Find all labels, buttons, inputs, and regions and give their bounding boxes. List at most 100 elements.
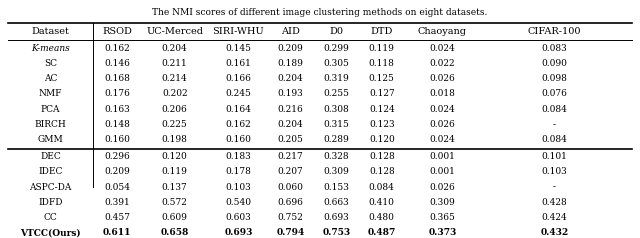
Text: 0.176: 0.176 [104,89,131,99]
Text: 0.204: 0.204 [278,120,303,129]
Text: 0.162: 0.162 [225,120,252,129]
Text: 0.603: 0.603 [225,213,252,222]
Text: 0.160: 0.160 [225,135,252,144]
Text: 0.123: 0.123 [369,120,395,129]
Text: NMF: NMF [38,89,62,99]
Text: 0.289: 0.289 [324,135,349,144]
Text: 0.164: 0.164 [225,105,252,114]
Text: 0.166: 0.166 [225,74,252,83]
Text: 0.146: 0.146 [104,59,131,68]
Text: 0.205: 0.205 [278,135,303,144]
Text: 0.083: 0.083 [541,44,568,53]
Text: 0.178: 0.178 [225,167,252,176]
Text: 0.119: 0.119 [369,44,395,53]
Text: 0.305: 0.305 [324,59,349,68]
Text: 0.128: 0.128 [369,167,395,176]
Text: 0.026: 0.026 [429,120,455,129]
Text: 0.001: 0.001 [429,167,455,176]
Text: -: - [553,120,556,129]
Text: 0.611: 0.611 [103,228,132,237]
Text: AID: AID [281,27,300,36]
Text: 0.202: 0.202 [162,89,188,99]
Text: 0.328: 0.328 [324,152,349,161]
Text: 0.309: 0.309 [429,198,455,207]
Text: 0.216: 0.216 [278,105,303,114]
Text: 0.658: 0.658 [161,228,189,237]
Text: 0.572: 0.572 [162,198,188,207]
Text: 0.198: 0.198 [162,135,188,144]
Text: VTCC(Ours): VTCC(Ours) [20,228,81,237]
Text: 0.696: 0.696 [278,198,303,207]
Text: 0.101: 0.101 [541,152,568,161]
Text: 0.189: 0.189 [278,59,303,68]
Text: AC: AC [44,74,57,83]
Text: 0.457: 0.457 [104,213,131,222]
Text: 0.160: 0.160 [104,135,131,144]
Text: 0.204: 0.204 [162,44,188,53]
Text: 0.125: 0.125 [369,74,395,83]
Text: 0.245: 0.245 [225,89,252,99]
Text: 0.084: 0.084 [541,135,568,144]
Text: IDEC: IDEC [38,167,63,176]
Text: 0.255: 0.255 [324,89,349,99]
Text: 0.693: 0.693 [224,228,253,237]
Text: 0.214: 0.214 [162,74,188,83]
Text: 0.024: 0.024 [429,44,455,53]
Text: 0.018: 0.018 [429,89,455,99]
Text: 0.084: 0.084 [369,183,395,192]
Text: 0.120: 0.120 [369,135,395,144]
Text: 0.609: 0.609 [162,213,188,222]
Text: 0.487: 0.487 [368,228,396,237]
Text: 0.428: 0.428 [541,198,568,207]
Text: 0.168: 0.168 [104,74,131,83]
Text: 0.024: 0.024 [429,105,455,114]
Text: 0.663: 0.663 [324,198,349,207]
Text: 0.480: 0.480 [369,213,395,222]
Text: Dataset: Dataset [31,27,69,36]
Text: 0.315: 0.315 [324,120,349,129]
Text: 0.026: 0.026 [429,74,455,83]
Text: 0.193: 0.193 [278,89,303,99]
Text: 0.084: 0.084 [541,105,568,114]
Text: CC: CC [44,213,58,222]
Text: 0.211: 0.211 [162,59,188,68]
Text: 0.693: 0.693 [324,213,349,222]
Text: 0.120: 0.120 [162,152,188,161]
Text: 0.001: 0.001 [429,152,455,161]
Text: 0.161: 0.161 [225,59,252,68]
Text: 0.209: 0.209 [278,44,303,53]
Text: 0.206: 0.206 [162,105,188,114]
Text: 0.410: 0.410 [369,198,395,207]
Text: Chaoyang: Chaoyang [418,27,467,36]
Text: D0: D0 [330,27,344,36]
Text: 0.153: 0.153 [324,183,349,192]
Text: 0.319: 0.319 [324,74,349,83]
Text: 0.098: 0.098 [541,74,568,83]
Text: 0.118: 0.118 [369,59,395,68]
Text: 0.119: 0.119 [162,167,188,176]
Text: 0.162: 0.162 [104,44,130,53]
Text: 0.365: 0.365 [429,213,455,222]
Text: 0.076: 0.076 [541,89,568,99]
Text: K-means: K-means [31,44,70,53]
Text: -: - [553,183,556,192]
Text: 0.225: 0.225 [162,120,188,129]
Text: 0.060: 0.060 [278,183,303,192]
Text: 0.424: 0.424 [541,213,568,222]
Text: PCA: PCA [41,105,60,114]
Text: 0.022: 0.022 [429,59,455,68]
Text: 0.794: 0.794 [276,228,305,237]
Text: IDFD: IDFD [38,198,63,207]
Text: 0.209: 0.209 [104,167,130,176]
Text: 0.308: 0.308 [324,105,349,114]
Text: SIRI-WHU: SIRI-WHU [212,27,264,36]
Text: 0.217: 0.217 [278,152,303,161]
Text: ASPC-DA: ASPC-DA [29,183,72,192]
Text: 0.024: 0.024 [429,135,455,144]
Text: 0.183: 0.183 [225,152,252,161]
Text: 0.752: 0.752 [278,213,303,222]
Text: 0.124: 0.124 [369,105,395,114]
Text: 0.103: 0.103 [541,167,568,176]
Text: 0.309: 0.309 [324,167,349,176]
Text: DTD: DTD [371,27,393,36]
